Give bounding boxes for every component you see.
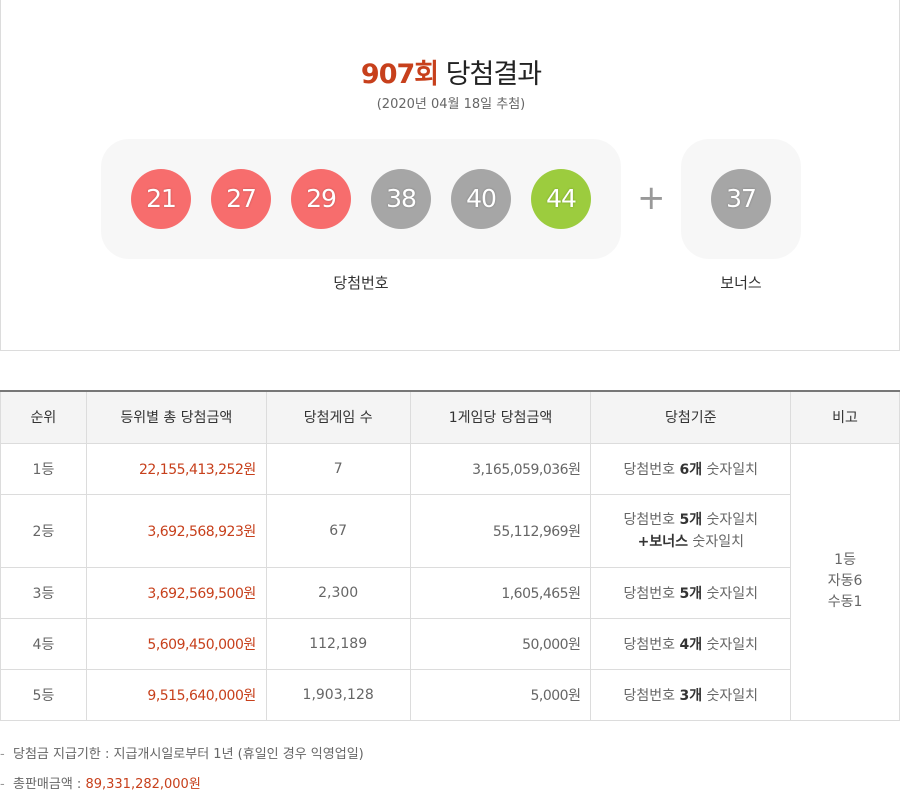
page-title: 907회 당첨결과 (1, 52, 900, 91)
table-row: 2등 3,692,568,923원 67 55,112,969원 당첨번호 5개… (0, 493, 900, 568)
cell-rank: 2등 (0, 493, 87, 568)
draw-date: (2020년 04월 18일 추첨) (376, 97, 526, 112)
prize-table: 순위 등위별 총 당첨금액 당첨게임 수 1게임당 당첨금액 당첨기준 비고 1… (0, 390, 900, 721)
criteria-text: 당첨번호 (623, 636, 680, 653)
cell-prize-per-game: 5,000원 (409, 668, 592, 721)
cell-prize-per-game: 50,000원 (409, 617, 592, 670)
winning-ball-4: 38 (371, 169, 431, 229)
criteria-text-suffix: 숫자일치 (702, 687, 759, 704)
remark-line: 자동6 (827, 573, 863, 589)
criteria-text-suffix: 숫자일치 (702, 585, 759, 602)
cell-winning-games: 7 (265, 442, 411, 495)
total-sales-value: 89,331,282,000원 (85, 777, 201, 792)
col-header-total-prize: 등위별 총 당첨금액 (85, 391, 267, 444)
winning-ball-3: 29 (291, 169, 351, 229)
criteria-text-suffix: 숫자일치 (702, 636, 759, 653)
bonus-label: 보너스 (720, 274, 762, 292)
table-row: 4등 5,609,450,000원 112,189 50,000원 당첨번호 4… (0, 617, 900, 670)
cell-criteria: 당첨번호 4개 숫자일치 (590, 617, 792, 670)
note-payout-deadline: - 당첨금 지급기한 : 지급개시일로부터 1년 (휴일인 경우 익영업일) (0, 744, 900, 774)
col-header-prize-per-game: 1게임당 당첨금액 (409, 391, 592, 444)
criteria-count: 5개 (679, 585, 703, 602)
criteria-text-suffix: 숫자일치 (687, 533, 744, 550)
criteria-line: +보너스 숫자일치 (591, 531, 790, 553)
cell-criteria: 당첨번호 6개 숫자일치 (590, 442, 792, 495)
remark-line: 수동1 (827, 594, 863, 610)
col-header-criteria: 당첨기준 (590, 391, 792, 444)
cell-rank: 1등 (0, 442, 87, 495)
note-bullet: - (0, 747, 5, 762)
cell-winning-games: 2,300 (265, 566, 411, 619)
cell-total-prize: 9,515,640,000원 (85, 668, 267, 721)
criteria-text-suffix: 숫자일치 (702, 461, 759, 478)
cell-winning-games: 112,189 (265, 617, 411, 670)
plus-icon: + (637, 178, 666, 218)
cell-rank: 3등 (0, 566, 87, 619)
cell-prize-per-game: 3,165,059,036원 (409, 442, 592, 495)
table-row: 3등 3,692,569,500원 2,300 1,605,465원 당첨번호 … (0, 566, 900, 619)
criteria-count: 4개 (679, 636, 703, 653)
cell-rank: 4등 (0, 617, 87, 670)
cell-total-prize: 22,155,413,252원 (85, 442, 267, 495)
draw-result-panel: 907회 당첨결과 (2020년 04월 18일 추첨) 21 27 29 38… (0, 0, 900, 351)
table-row: 1등 22,155,413,252원 7 3,165,059,036원 당첨번호… (0, 442, 900, 721)
cell-prize-per-game: 55,112,969원 (409, 493, 592, 568)
notes-list: - 당첨금 지급기한 : 지급개시일로부터 1년 (휴일인 경우 익영업일) -… (0, 744, 900, 798)
col-header-winning-games: 당첨게임 수 (265, 391, 411, 444)
remark-line: 1등 (834, 552, 856, 568)
total-sales-label: 총판매금액 : (13, 777, 86, 792)
note-bullet: - (0, 777, 5, 792)
title-suffix: 당첨결과 (445, 59, 542, 90)
criteria-count: 5개 (679, 511, 703, 528)
criteria-plus: + (637, 533, 650, 550)
cell-total-prize: 3,692,569,500원 (85, 566, 267, 619)
col-header-rank: 순위 (0, 391, 87, 444)
cell-criteria: 당첨번호 5개 숫자일치 +보너스 숫자일치 (590, 493, 792, 568)
criteria-text: 당첨번호 (623, 461, 680, 478)
winning-numbers-label: 당첨번호 (333, 274, 389, 292)
winning-ball-5: 40 (451, 169, 511, 229)
cell-prize-per-game: 1,605,465원 (409, 566, 592, 619)
criteria-text: 당첨번호 (623, 687, 680, 704)
criteria-text: 당첨번호 (623, 511, 680, 528)
cell-criteria: 당첨번호 3개 숫자일치 (590, 668, 792, 721)
criteria-bonus: 보너스 (649, 533, 688, 550)
col-header-remarks: 비고 (790, 391, 900, 444)
winning-ball-1: 21 (131, 169, 191, 229)
criteria-count: 6개 (679, 461, 703, 478)
payout-deadline-text: 당첨금 지급기한 : 지급개시일로부터 1년 (휴일인 경우 익영업일) (13, 747, 364, 762)
round-number: 907회 (360, 59, 439, 90)
criteria-text-suffix: 숫자일치 (702, 511, 759, 528)
cell-winning-games: 1,903,128 (265, 668, 411, 721)
cell-remarks: 1등 자동6 수동1 (790, 442, 900, 721)
cell-criteria: 당첨번호 5개 숫자일치 (590, 566, 792, 619)
criteria-line: 당첨번호 5개 숫자일치 (591, 509, 790, 531)
bonus-ball: 37 (711, 169, 771, 229)
table-row: 5등 9,515,640,000원 1,903,128 5,000원 당첨번호 … (0, 668, 900, 721)
cell-total-prize: 5,609,450,000원 (85, 617, 267, 670)
winning-ball-6: 44 (531, 169, 591, 229)
cell-total-prize: 3,692,568,923원 (85, 493, 267, 568)
winning-ball-2: 27 (211, 169, 271, 229)
note-total-sales: - 총판매금액 : 89,331,282,000원 (0, 774, 900, 798)
criteria-count: 3개 (679, 687, 703, 704)
criteria-text: 당첨번호 (623, 585, 680, 602)
table-header-row: 순위 등위별 총 당첨금액 당첨게임 수 1게임당 당첨금액 당첨기준 비고 (0, 391, 900, 444)
cell-rank: 5등 (0, 668, 87, 721)
cell-winning-games: 67 (265, 493, 411, 568)
